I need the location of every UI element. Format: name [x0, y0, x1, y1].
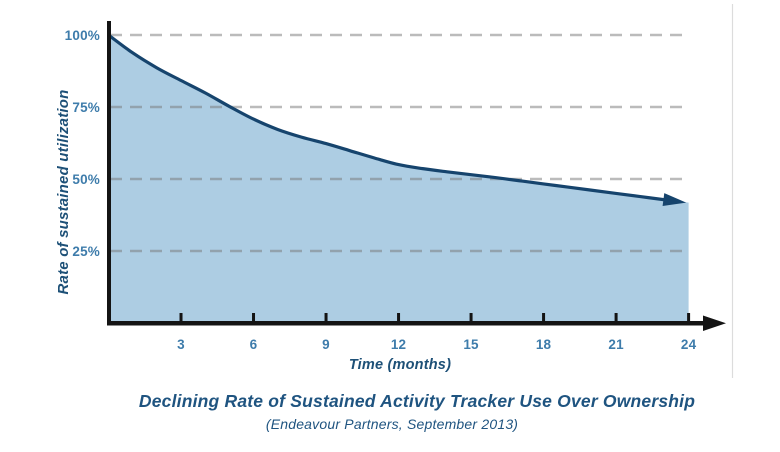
y-tick-label: 100%: [65, 28, 100, 43]
x-tick: [687, 313, 691, 321]
x-tick-label: 9: [322, 337, 330, 352]
x-axis-title: Time (months): [349, 357, 451, 373]
x-tick-label: 3: [177, 337, 185, 352]
x-axis-arrowhead: [703, 315, 726, 331]
gridlines: [110, 33, 690, 253]
y-tick-label: 50%: [72, 172, 100, 187]
y-axis-title: Rate of sustained utilization: [55, 90, 72, 295]
x-tick-labels: 3 6 9 12 15 18 21 24: [177, 337, 696, 352]
x-tick-label: 24: [681, 337, 697, 352]
x-tick: [397, 313, 401, 321]
x-tick: [469, 313, 473, 321]
x-tick-label: 12: [391, 337, 406, 352]
y-axis-line: [107, 21, 111, 326]
y-tick-labels: 100% 75% 50% 25%: [65, 28, 100, 259]
x-tick: [252, 313, 256, 321]
x-tick-label: 15: [463, 337, 479, 352]
x-tick-label: 21: [608, 337, 624, 352]
x-tick: [179, 313, 183, 321]
x-tick-label: 18: [536, 337, 552, 352]
y-tick-label: 25%: [72, 244, 100, 259]
axis-ticks: [179, 313, 691, 321]
x-tick-label: 6: [250, 337, 258, 352]
chart-subtitle: (Endeavour Partners, September 2013): [266, 416, 518, 432]
x-tick: [614, 313, 618, 321]
x-tick: [542, 313, 546, 321]
x-tick: [324, 313, 328, 321]
utilization-curve: [107, 33, 687, 207]
chart-title: Declining Rate of Sustained Activity Tra…: [139, 391, 695, 411]
utilization-curve-layer: [107, 33, 687, 207]
x-axis-line: [107, 321, 703, 326]
y-tick-label: 75%: [72, 100, 100, 115]
axes: [107, 21, 726, 331]
